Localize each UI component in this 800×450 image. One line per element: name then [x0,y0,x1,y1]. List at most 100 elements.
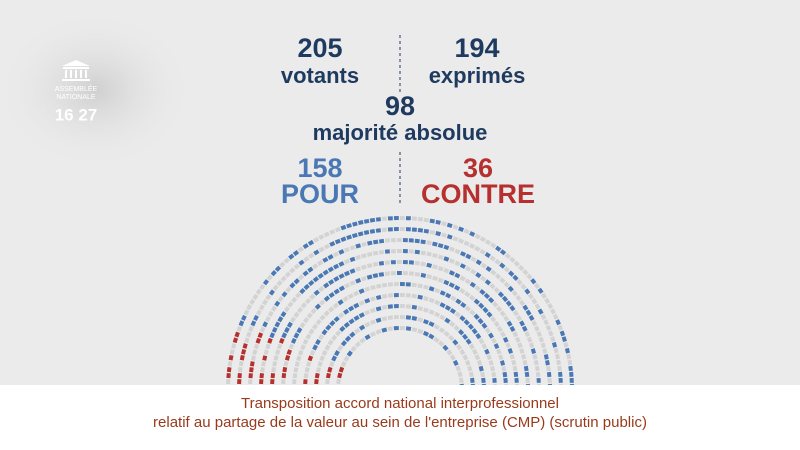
seat [378,249,385,255]
seat [497,291,505,298]
seat [355,266,362,272]
seat [340,224,347,231]
seat [437,243,444,249]
seat [439,290,446,296]
seat [438,327,446,334]
seat [459,263,466,269]
seat [437,254,444,260]
seat [446,222,453,229]
seat [550,308,556,315]
seat [443,330,450,337]
seat [411,304,418,310]
seat [252,349,258,356]
seat [312,344,318,351]
seat [469,231,476,237]
seat [432,264,438,270]
seat [500,331,506,338]
seat [517,342,523,349]
seat [458,238,465,244]
seat [441,221,447,227]
seat [333,263,340,270]
seat [336,378,341,385]
seat [381,327,388,333]
seat [343,355,350,362]
seat [337,372,343,379]
seat [405,326,412,331]
seat [284,271,291,278]
seat [324,344,331,351]
seat [295,292,302,299]
seat [307,266,314,273]
seat [408,271,415,276]
seat [423,284,429,290]
seat [414,272,421,277]
seat [310,307,317,315]
seat [461,333,469,340]
seat [480,371,485,378]
seat [566,353,572,360]
seat [543,354,549,360]
seat [479,248,486,255]
seat [375,294,382,300]
seat [259,326,266,333]
seat [348,305,355,312]
seat [337,344,344,352]
seat [439,302,446,308]
seat [441,232,447,238]
seat [312,276,319,283]
seat [359,324,366,331]
seat [337,299,344,306]
seat [546,365,551,372]
logo-text: NATIONALE [56,94,95,101]
seat [236,325,242,332]
seat [457,371,463,378]
seat [321,329,328,336]
seat [253,314,259,321]
seat [302,317,310,324]
votants-label: votants [281,63,359,88]
seat [417,228,424,233]
seat [414,249,420,255]
seat [543,319,549,326]
seat [484,279,491,286]
seat [292,249,300,257]
seat [387,315,393,320]
seat [375,329,382,335]
seat [353,315,360,322]
seat [459,349,466,356]
seat [343,308,350,315]
seat [405,304,412,309]
seat [530,278,537,285]
seat [369,319,376,325]
seat [496,305,503,313]
seat [469,309,476,316]
seat [283,257,290,264]
seat [537,287,544,294]
seat [490,269,497,276]
seat [363,218,370,224]
seat [509,353,515,360]
seat [545,324,552,331]
seat [499,277,506,284]
seat [558,371,563,377]
seat [239,354,245,361]
seat [291,296,298,303]
seat [331,334,338,341]
seat [381,293,388,299]
seat [511,290,518,297]
seat [503,281,510,288]
caption-line: relatif au partage de la valeur au sein … [153,414,647,431]
seat [434,288,441,294]
seat [288,343,295,350]
seat [475,259,482,266]
seat [480,262,487,269]
seat [499,360,506,366]
seat [433,336,440,343]
seat [513,371,519,378]
seat [464,305,472,312]
seat [266,274,273,281]
seat [429,229,436,235]
seat [323,231,330,238]
seat [480,275,487,282]
seat [428,286,435,292]
